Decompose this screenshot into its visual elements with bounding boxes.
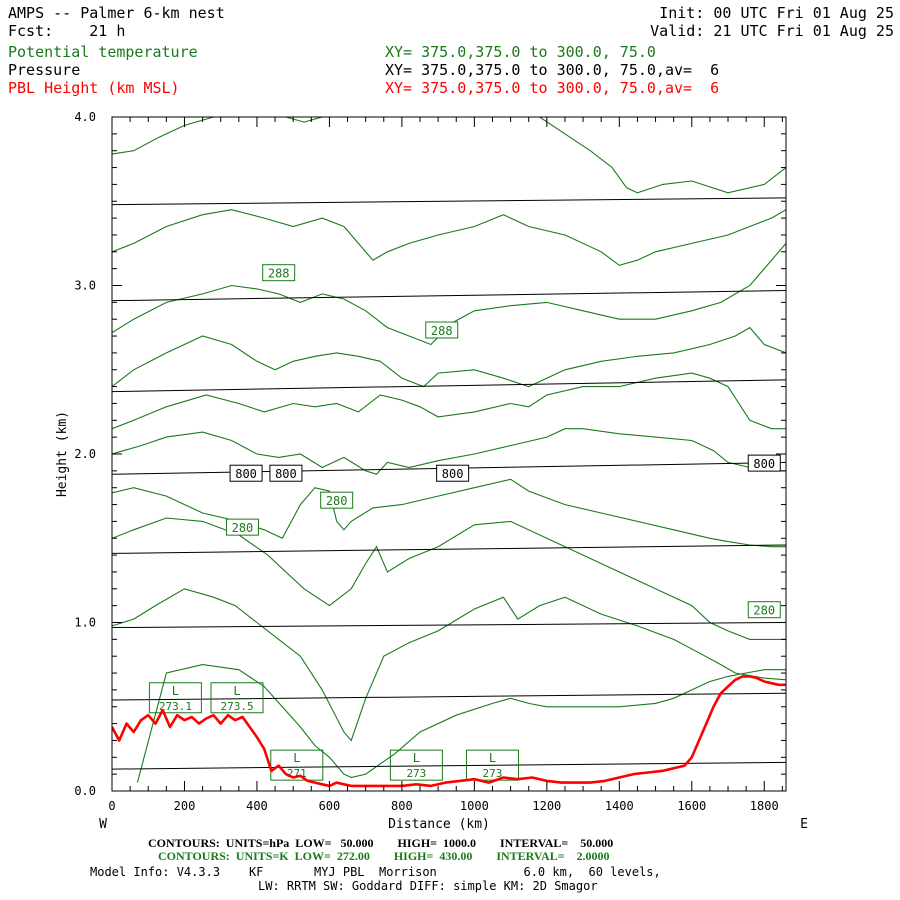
chart-title: AMPS -- Palmer 6-km nest — [8, 4, 225, 22]
init-time: Init: 00 UTC Fri 01 Aug 25 — [659, 4, 894, 22]
theta-contour-line — [136, 664, 786, 783]
x-tick-label: 0 — [108, 799, 115, 813]
west-end-label: W — [99, 817, 107, 832]
valid-time: Valid: 21 UTC Fri 01 Aug 25 — [650, 22, 894, 40]
x-tick-label: 600 — [319, 799, 341, 813]
pressure-isobar-line — [112, 379, 786, 393]
low-marker-box — [210, 682, 264, 714]
x-tick-label: 400 — [246, 799, 268, 813]
theta-contour-line — [112, 243, 786, 346]
x-tick-label: 200 — [174, 799, 196, 813]
legend-pressure-xy: XY= 375.0,375.0 to 300.0, 75.0,av= 6 — [385, 61, 720, 79]
theta-label-box — [225, 518, 259, 536]
pressure-label-box — [229, 464, 263, 482]
footer-theta-contours: CONTOURS: UNITS=K LOW= 272.00 HIGH= 430.… — [158, 849, 610, 863]
pressure-label-box — [747, 454, 781, 472]
theta-label: 280 — [232, 521, 254, 535]
pressure-isobar-line — [112, 761, 786, 770]
low-marker-letter: L — [489, 751, 496, 765]
forecast-hour: Fcst: 21 h — [8, 22, 126, 40]
x-tick-label: 800 — [391, 799, 413, 813]
y-axis-label: Height (km) — [55, 411, 70, 497]
east-end-label: E — [800, 817, 808, 832]
x-tick-label: 1600 — [677, 799, 706, 813]
x-tick-label: 1800 — [750, 799, 779, 813]
theta-label: 280 — [753, 604, 775, 618]
low-marker-letter: L — [293, 751, 300, 765]
y-tick-label: 4.0 — [74, 110, 96, 124]
footer-model-info-physics: LW: RRTM SW: Goddard DIFF: simple KM: 2D… — [258, 879, 598, 893]
pbl-height-line — [112, 675, 786, 788]
footer-pressure-contours: CONTOURS: UNITS=hPa LOW= 50.000 HIGH= 10… — [148, 836, 614, 850]
y-tick-label: 2.0 — [74, 447, 96, 461]
theta-label: 288 — [431, 324, 453, 338]
low-marker-letter: L — [233, 684, 240, 698]
pressure-isobar-line — [112, 197, 786, 206]
x-tick-label: 1400 — [605, 799, 634, 813]
theta-label-box — [747, 601, 781, 619]
pressure-isobar-line — [112, 622, 786, 629]
theta-label: 288 — [268, 267, 290, 281]
low-marker-letter: L — [172, 684, 179, 698]
footer-model-info: Model Info: V4.3.3 KF MYJ PBL Morrison 6… — [90, 865, 661, 879]
y-tick-label: 0.0 — [74, 784, 96, 798]
low-marker-box — [148, 682, 202, 714]
pressure-label: 800 — [275, 467, 297, 481]
pressure-isobar-line — [112, 544, 786, 554]
plot-frame — [111, 116, 787, 792]
low-marker-value: 273 — [483, 767, 503, 780]
theta-contour-line — [112, 428, 786, 475]
pressure-isobar-line — [112, 692, 786, 701]
legend-pbl-xy: XY= 375.0,375.0 to 300.0, 75.0,av= 6 — [385, 79, 720, 97]
x-axis-label: Distance (km) — [388, 817, 490, 832]
theta-contours — [112, 117, 786, 783]
theta-label: 280 — [326, 494, 348, 508]
y-tick-label: 3.0 — [74, 279, 96, 293]
y-tick-label: 1.0 — [74, 616, 96, 630]
theta-label-box — [425, 321, 459, 339]
theta-label-box — [320, 491, 354, 509]
low-marker-letter: L — [413, 751, 420, 765]
theta-contour-line — [112, 478, 786, 548]
x-tick-label: 1000 — [460, 799, 489, 813]
legend-theta-xy: XY= 375.0,375.0 to 300.0, 75.0 — [385, 43, 656, 61]
low-marker-value: 273.1 — [159, 700, 192, 713]
low-marker-value: 273.5 — [220, 700, 253, 713]
low-marker-value: 273 — [406, 767, 426, 780]
legend-pbl-name: PBL Height (km MSL) — [8, 79, 180, 97]
low-marker-box — [389, 749, 443, 781]
theta-label-box — [262, 264, 296, 282]
pressure-label: 800 — [753, 457, 775, 471]
pbl-series — [112, 675, 786, 788]
pressure-label-box — [269, 464, 303, 482]
legend-theta-name: Potential temperature — [8, 43, 198, 61]
theta-contour-line — [112, 588, 786, 742]
theta-contour-line — [112, 372, 786, 430]
pressure-label: 800 — [442, 467, 464, 481]
theta-contour-line — [112, 117, 786, 194]
pressure-isobar-line — [112, 290, 786, 302]
pressure-isobars — [112, 197, 786, 770]
legend-pressure-name: Pressure — [8, 61, 81, 79]
pressure-label: 800 — [235, 467, 257, 481]
x-tick-label: 1200 — [532, 799, 561, 813]
pressure-label-box — [436, 464, 470, 482]
theta-contour-line — [112, 209, 786, 266]
theta-contour-line — [112, 517, 786, 640]
